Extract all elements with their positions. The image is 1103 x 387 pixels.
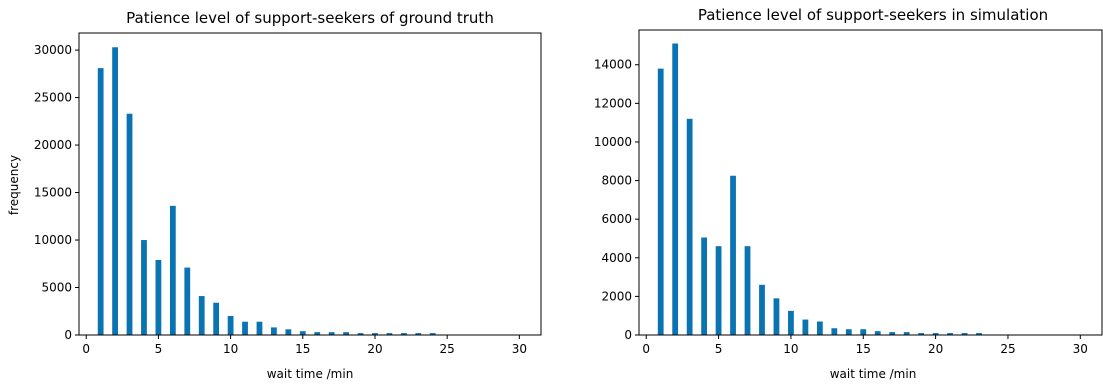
bar (860, 329, 867, 335)
bar (918, 333, 925, 335)
y-axis-label: frequency (7, 155, 21, 215)
bar (961, 333, 968, 335)
bar (932, 333, 939, 335)
bar (976, 333, 982, 335)
y-tick-label: 4000 (601, 251, 632, 265)
bar (213, 302, 220, 335)
bar (386, 333, 393, 335)
bar (184, 267, 191, 335)
x-tick-label: 0 (82, 342, 90, 356)
chart-simulation: Patience level of support-seekers in sim… (551, 0, 1103, 387)
bar (701, 237, 708, 335)
chart-ground-truth-svg: Patience level of support-seekers of gro… (7, 9, 542, 381)
bar (285, 329, 292, 335)
bar (328, 332, 335, 335)
x-tick-label: 30 (512, 342, 527, 356)
x-tick-label: 5 (715, 342, 723, 356)
chart-simulation-svg: Patience level of support-seekers in sim… (594, 6, 1103, 381)
x-tick-label: 30 (1073, 342, 1088, 356)
bar (715, 246, 722, 335)
bar (357, 333, 364, 335)
bar (415, 333, 422, 335)
plot-frame (78, 32, 542, 336)
x-tick-label: 10 (223, 342, 238, 356)
x-tick-label: 10 (783, 342, 798, 356)
bar (227, 316, 234, 335)
x-tick-label: 15 (856, 342, 871, 356)
bar (112, 47, 118, 335)
bar (126, 113, 133, 335)
y-tick-label: 10000 (34, 233, 72, 247)
bar (242, 321, 248, 335)
bar (874, 331, 881, 335)
y-tick-label: 14000 (594, 58, 632, 72)
x-axis-label: wait time /min (267, 367, 354, 381)
bar (759, 284, 765, 335)
plot-frame (638, 29, 1103, 336)
y-tick-label: 15000 (34, 186, 72, 200)
bar (343, 332, 349, 335)
bar (845, 329, 852, 335)
bar (686, 118, 693, 335)
y-tick-label: 30000 (34, 43, 72, 57)
y-tick-label: 8000 (601, 174, 632, 188)
y-tick-label: 25000 (34, 91, 72, 105)
chart-title: Patience level of support-seekers in sim… (698, 6, 1048, 24)
bar (299, 331, 306, 335)
y-tick-label: 10000 (594, 135, 632, 149)
chart-title: Patience level of support-seekers of gro… (126, 9, 494, 27)
bar (97, 68, 104, 335)
bar (816, 321, 823, 335)
x-tick-label: 0 (642, 342, 650, 356)
x-axis-label: wait time /min (830, 367, 917, 381)
bar (831, 328, 838, 335)
x-tick-label: 5 (155, 342, 163, 356)
bar (802, 319, 809, 335)
bar (889, 332, 896, 335)
x-tick-label: 20 (928, 342, 943, 356)
bar (271, 327, 277, 335)
y-tick-label: 20000 (34, 138, 72, 152)
x-tick-label: 20 (367, 342, 382, 356)
x-tick-label: 15 (295, 342, 310, 356)
bar (169, 205, 176, 335)
bar (947, 333, 953, 335)
bar (256, 321, 263, 335)
y-tick-label: 0 (624, 328, 632, 342)
y-tick-label: 2000 (601, 289, 632, 303)
bar (198, 296, 205, 335)
bar (400, 333, 407, 335)
y-tick-label: 0 (64, 328, 72, 342)
bar (141, 240, 147, 335)
chart-ground-truth: Patience level of support-seekers of gro… (7, 9, 542, 381)
bar (429, 333, 436, 335)
y-tick-label: 6000 (601, 212, 632, 226)
bar (314, 332, 321, 335)
bar (672, 43, 679, 335)
bar (788, 310, 794, 335)
x-tick-label: 25 (440, 342, 455, 356)
bar (155, 259, 162, 335)
y-tick-label: 12000 (594, 96, 632, 110)
x-tick-label: 25 (1000, 342, 1015, 356)
bar (372, 333, 378, 335)
bar (773, 298, 780, 335)
bar (730, 175, 736, 335)
bar (657, 68, 664, 336)
bar (903, 332, 910, 335)
bar (744, 246, 751, 335)
y-tick-label: 5000 (41, 281, 72, 295)
